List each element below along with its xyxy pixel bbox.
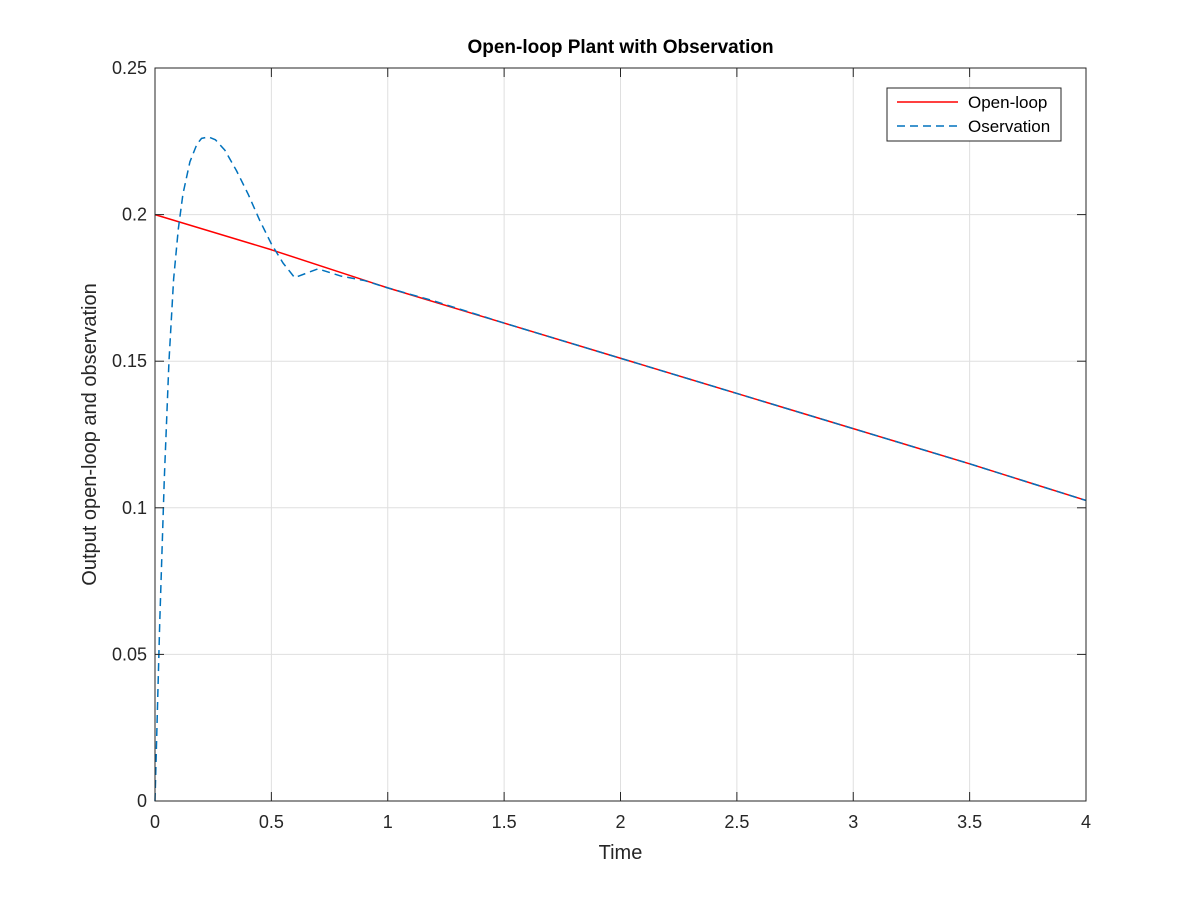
y-tick-label: 0.1 [122, 498, 147, 518]
ticks [154, 67, 1087, 802]
grid [154, 67, 1087, 802]
series-layer [154, 136, 1087, 802]
x-tick-label: 3 [848, 812, 858, 832]
y-axis-label: Output open-loop and observation [79, 283, 101, 585]
y-tick-label: 0 [137, 791, 147, 811]
x-tick-label: 3.5 [957, 812, 982, 832]
x-tick-label: 1.5 [492, 812, 517, 832]
legend-label-observation: Oservation [968, 117, 1050, 136]
x-axis-label: Time [599, 842, 643, 864]
series-line-open-loop [154, 213, 1087, 502]
series-line-observation [154, 136, 1087, 802]
legend-box [886, 87, 1062, 142]
y-tick-label: 0.25 [112, 58, 147, 78]
x-tick-label: 2.5 [724, 812, 749, 832]
x-tick-label: 4 [1081, 812, 1091, 832]
x-tick-label: 2 [615, 812, 625, 832]
x-tick-label: 0.5 [259, 812, 284, 832]
x-tick-label: 0 [150, 812, 160, 832]
y-tick-label: 0.15 [112, 351, 147, 371]
x-tick-label: 1 [383, 812, 393, 832]
tick-labels: 0 0.5 1 1.5 2 2.5 3 3.5 4 0 0.05 0.1 0.15 0.2 0.25 [112, 58, 1091, 832]
chart-title: Open-loop Plant with Observation [467, 37, 773, 58]
legend-label-open-loop: Open-loop [968, 93, 1047, 112]
y-tick-label: 0.2 [122, 205, 147, 225]
y-tick-label: 0.05 [112, 644, 147, 664]
legend: Open-loop Oservation [886, 87, 1062, 142]
